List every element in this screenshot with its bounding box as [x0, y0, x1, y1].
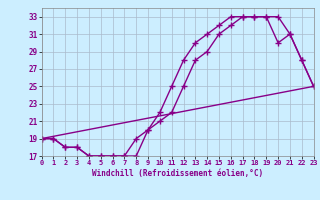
- X-axis label: Windchill (Refroidissement éolien,°C): Windchill (Refroidissement éolien,°C): [92, 169, 263, 178]
